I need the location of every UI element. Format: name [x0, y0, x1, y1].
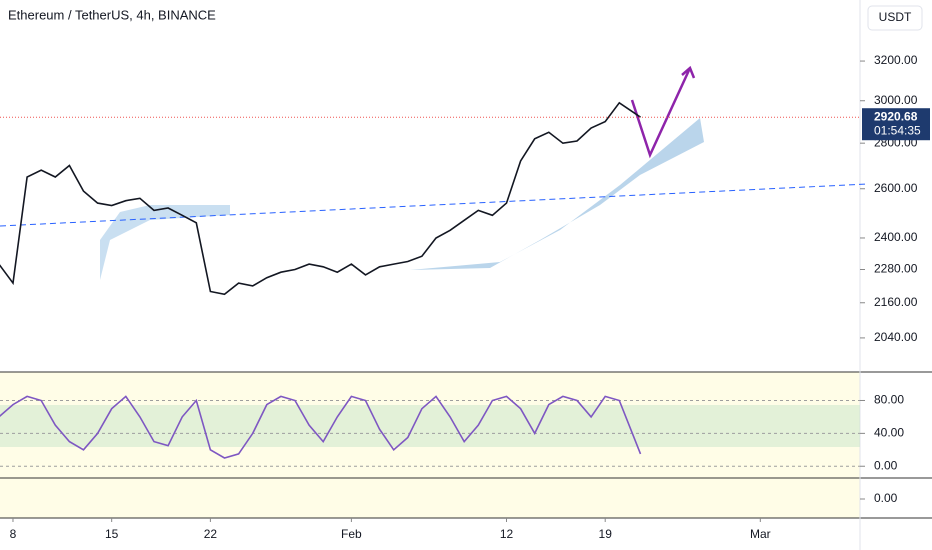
currency-label[interactable]: USDT	[879, 10, 912, 24]
countdown: 01:54:35	[874, 123, 921, 137]
trend-line	[0, 183, 869, 227]
currency-button[interactable]	[867, 5, 923, 31]
last-price-label: 2920.68	[874, 109, 918, 123]
x-tick-label: 19	[599, 527, 613, 541]
arrow-head	[681, 65, 696, 79]
y-tick-label: 2280.00	[874, 262, 918, 276]
x-tick-label: 12	[500, 527, 514, 541]
y-tick-label: 3000.00	[874, 93, 918, 107]
symbol-title: Ethereum / TetherUS, 4h, BINANCE	[8, 7, 216, 22]
x-tick-label: 22	[204, 527, 218, 541]
x-tick-label: Feb	[341, 527, 362, 541]
y-tick-label: 80.00	[874, 393, 904, 407]
y-tick-label: 2160.00	[874, 295, 918, 309]
x-tick-label: 15	[105, 527, 119, 541]
stoch-band	[0, 405, 860, 447]
y-tick-label: 0.00	[874, 491, 898, 505]
price-badge	[862, 108, 930, 141]
x-tick-label: Mar	[750, 527, 771, 541]
cloud	[100, 205, 230, 280]
projection-arrow	[630, 67, 692, 159]
y-tick-label: 0.00	[874, 458, 898, 472]
y-tick-label: 2040.00	[874, 330, 918, 344]
price-line	[0, 395, 642, 459]
y-tick-label: 2400.00	[874, 230, 918, 244]
price-line	[0, 101, 641, 296]
y-tick-label: 2600.00	[874, 181, 918, 195]
x-tick-label: 8	[10, 527, 17, 541]
y-tick-label: 40.00	[874, 426, 904, 440]
y-tick-label: 3200.00	[874, 53, 918, 67]
